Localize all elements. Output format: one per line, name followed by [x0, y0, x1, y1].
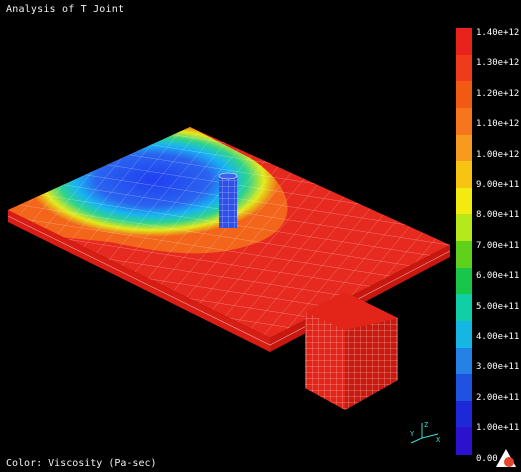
- legend-swatch: [456, 294, 472, 321]
- legend-swatch: [456, 81, 472, 108]
- legend-swatch: [456, 55, 472, 82]
- legend-swatch: [456, 348, 472, 375]
- legend-tick-label: 1.20e+12: [476, 89, 519, 99]
- legend-tick-label: 4.00e+11: [476, 332, 519, 342]
- legend-tick-label: 1.30e+12: [476, 58, 519, 68]
- legend-swatch: [456, 241, 472, 268]
- color-mode-label: Color: Viscosity (Pa-sec): [6, 458, 157, 469]
- legend-swatch: [456, 188, 472, 215]
- legend-swatch: [456, 401, 472, 428]
- legend-swatch: [456, 427, 472, 454]
- axis-triad-icon: Z X Y: [408, 420, 442, 446]
- legend-tick-label: 1.00e+12: [476, 150, 519, 160]
- legend-tick-label: 3.00e+11: [476, 362, 519, 372]
- legend-tick-label: 1.40e+12: [476, 28, 519, 38]
- legend-tick-label: 9.00e+11: [476, 180, 519, 190]
- legend-tick-label: 8.00e+11: [476, 210, 519, 220]
- legend-swatch: [456, 268, 472, 295]
- app-logo-icon[interactable]: [494, 447, 518, 469]
- legend-swatch: [456, 374, 472, 401]
- svg-text:Z: Z: [424, 421, 428, 429]
- mesh-grid: [8, 127, 450, 338]
- legend-tick-label: 2.00e+11: [476, 393, 519, 403]
- legend-swatch: [456, 135, 472, 162]
- legend-swatch: [456, 161, 472, 188]
- svg-text:X: X: [436, 436, 441, 444]
- legend-tick-label: 5.00e+11: [476, 302, 519, 312]
- legend-swatch: [456, 108, 472, 135]
- legend-tick-label: 6.00e+11: [476, 271, 519, 281]
- legend-tick-label: 1.10e+12: [476, 119, 519, 129]
- legend-swatch: [456, 28, 472, 55]
- legend-swatch: [456, 214, 472, 241]
- color-legend-bar: [456, 28, 472, 454]
- legend-tick-label: 1.00e+11: [476, 423, 519, 433]
- legend-tick-label: 7.00e+11: [476, 241, 519, 251]
- legend-swatch: [456, 321, 472, 348]
- svg-text:Y: Y: [410, 430, 415, 438]
